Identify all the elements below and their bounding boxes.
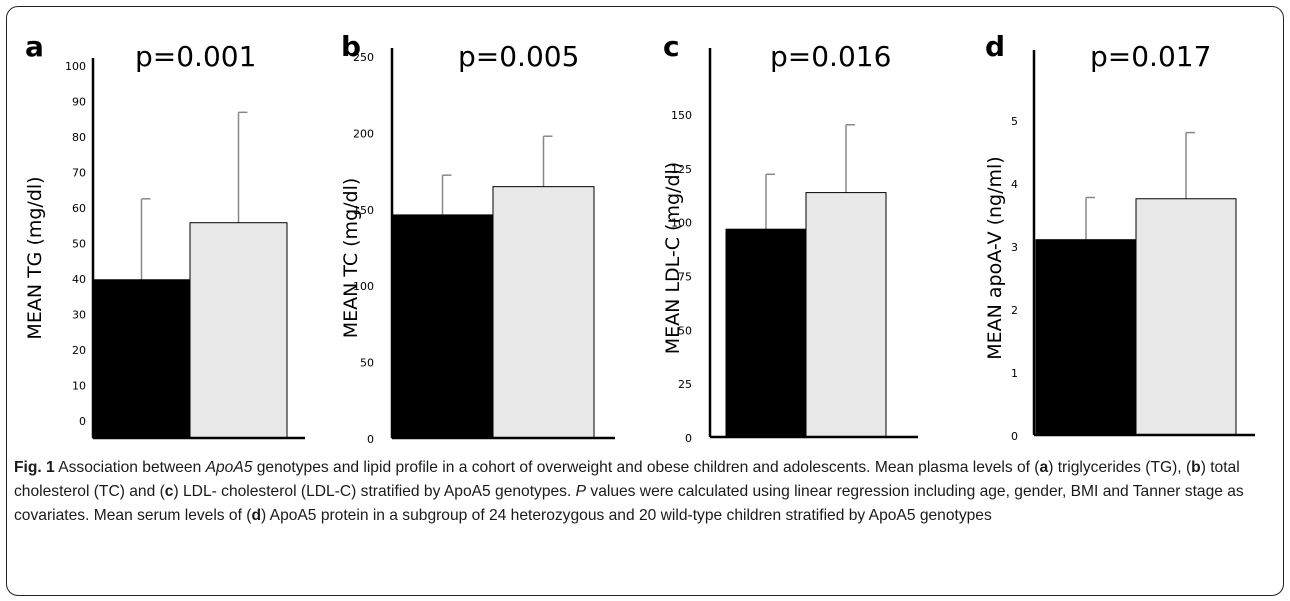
chart-title-pvalue: p=0.016 (770, 40, 891, 73)
y-tick-label: 20 (72, 344, 86, 357)
y-axis-label: MEAN TC (mg/dl) (340, 178, 362, 339)
y-tick-label: 10 (72, 380, 86, 393)
bar-gg (189, 222, 288, 439)
figure-frame (6, 6, 1284, 596)
caption-text: ) LDL- cholesterol (LDL-C) stratified by… (173, 483, 576, 500)
caption-panel-ref: b (1191, 459, 1201, 476)
bar-gt (92, 279, 191, 439)
y-tick-label: 100 (65, 60, 86, 73)
y-tick-label: 0 (367, 433, 374, 446)
caption-panel-ref: c (164, 483, 174, 500)
caption-text: ) ApoA5 protein in a subgroup of 24 hete… (261, 507, 992, 524)
bar-gg (1135, 198, 1237, 436)
caption-text: values were calculated using linear regr… (14, 483, 1244, 524)
y-tick-label: 125 (671, 163, 692, 176)
caption-panel-ref: a (1039, 459, 1049, 476)
y-tick-label: 1 (1011, 367, 1018, 380)
panel-label: c (663, 30, 680, 63)
y-tick-label: 75 (678, 271, 692, 284)
y-tick-label: 100 (671, 217, 692, 230)
y-tick-label: 250 (353, 51, 374, 64)
panel-label: a (25, 30, 44, 63)
panel-label: b (341, 30, 361, 63)
caption-panel-ref: d (251, 507, 261, 524)
y-tick-label: 50 (360, 357, 374, 370)
chart-title-pvalue: p=0.001 (135, 40, 256, 73)
chart-title-pvalue: p=0.017 (1090, 40, 1211, 73)
y-tick-label: 80 (72, 131, 86, 144)
figure-caption: Fig. 1 Association between ApoA5 genotyp… (14, 456, 1276, 528)
caption-p: P (575, 483, 587, 500)
y-axis-label: MEAN apoA-V (ng/ml) (984, 156, 1006, 359)
caption-text: ) total cholesterol (TC) and ( (14, 459, 1240, 500)
y-tick-label: 70 (72, 167, 86, 180)
y-tick-label: 30 (72, 309, 86, 322)
y-tick-label: 60 (72, 202, 86, 215)
y-tick-label: 90 (72, 96, 86, 109)
caption-text: genotypes and lipid profile in a cohort … (252, 459, 1040, 476)
panel-label: d (985, 30, 1005, 63)
y-tick-label: 0 (685, 432, 692, 445)
caption-gene: ApoA5 (205, 459, 253, 476)
y-tick-label: 25 (678, 378, 692, 391)
caption-text: Association between (54, 459, 206, 476)
y-tick-label: 150 (671, 109, 692, 122)
bar-gg (492, 186, 595, 439)
y-tick-label: 150 (353, 204, 374, 217)
y-tick-label: 2 (1011, 304, 1018, 317)
y-tick-label: 3 (1011, 241, 1018, 254)
y-tick-label: 200 (353, 127, 374, 140)
y-tick-label: 40 (72, 273, 86, 286)
y-axis-label: MEAN TG (mg/dl) (24, 176, 46, 339)
y-tick-label: 50 (678, 324, 692, 337)
bar-gt (725, 228, 807, 438)
y-tick-label: 4 (1011, 178, 1018, 191)
y-tick-label: 5 (1011, 115, 1018, 128)
bar-gt (391, 214, 494, 439)
y-tick-label: 0 (79, 415, 86, 428)
bar-chart-figure: ap=0.0010102030405060708090100GTGGMEAN T… (24, 30, 1255, 446)
y-tick-label: 0 (1011, 430, 1018, 443)
chart-title-pvalue: p=0.005 (458, 40, 579, 73)
y-tick-label: 50 (72, 238, 86, 251)
bar-gg (805, 192, 887, 438)
y-axis-label: MEAN LDL-C (mg/dl) (662, 162, 684, 354)
y-tick-label: 100 (353, 280, 374, 293)
caption-text: ) triglycerides (TG), ( (1048, 459, 1192, 476)
bar-gt (1035, 239, 1137, 436)
caption-fig-label: Fig. 1 (14, 459, 55, 476)
